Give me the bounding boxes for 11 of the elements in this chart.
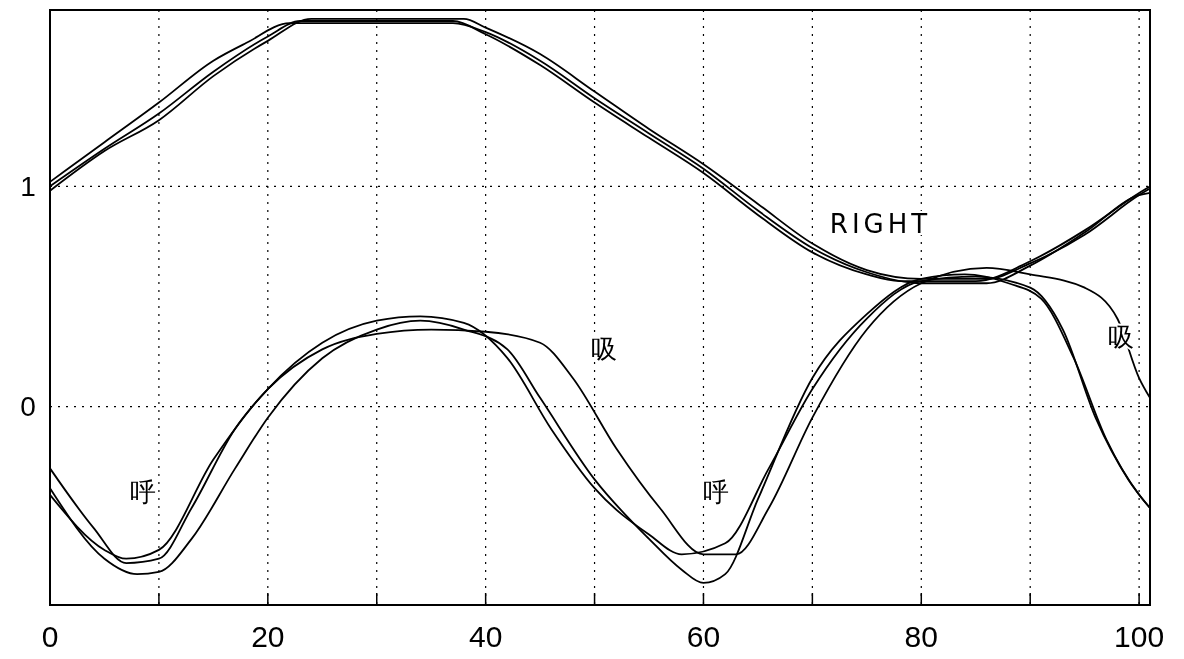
annotation: RIGHT — [829, 209, 932, 240]
y-tick-label: 1 — [20, 171, 36, 203]
x-tick-label: 100 — [1114, 620, 1165, 653]
annotation: 呼 — [129, 477, 160, 508]
x-tick-label: 80 — [904, 620, 938, 653]
x-tick-label: 0 — [41, 620, 59, 653]
x-tick-label: 40 — [468, 620, 503, 653]
annotation: 呼 — [702, 477, 733, 508]
annotation: 吸 — [590, 334, 621, 365]
x-tick-label: 60 — [686, 620, 721, 653]
x-tick-label: 20 — [251, 620, 285, 653]
